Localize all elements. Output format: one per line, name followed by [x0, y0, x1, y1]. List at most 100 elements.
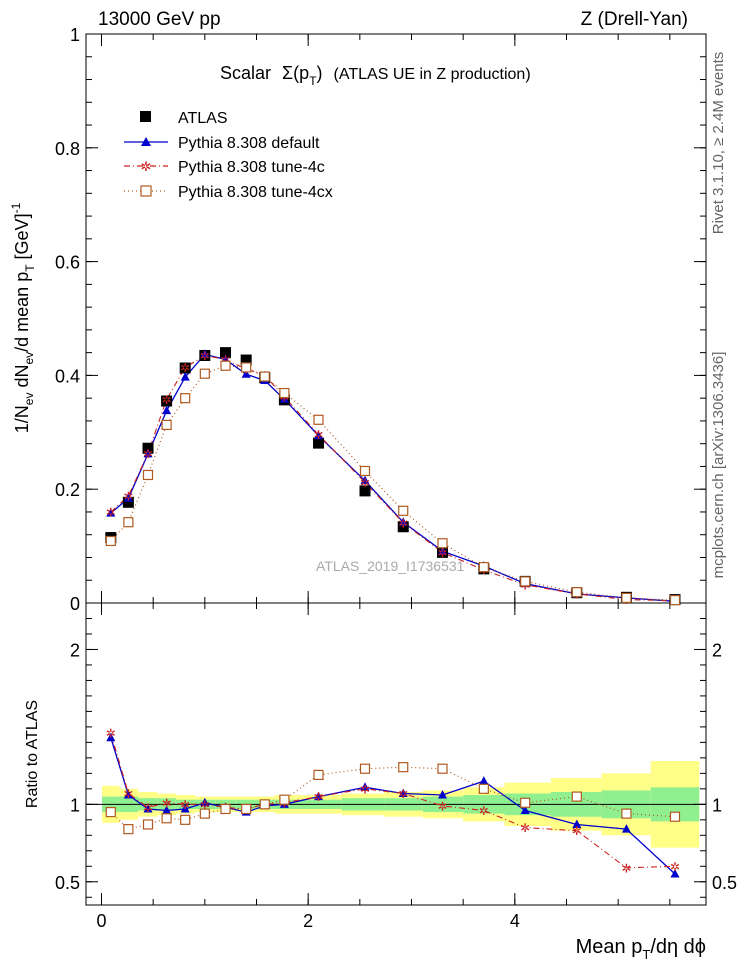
data-point-default	[398, 517, 408, 526]
watermark: ATLAS_2019_I1736531	[316, 558, 465, 574]
data-point-default	[279, 394, 289, 403]
data-point-4cx	[571, 791, 582, 802]
y-title-a: 1/N	[12, 405, 32, 433]
data-point-4cx	[279, 794, 290, 805]
data-point-atlas	[179, 362, 191, 374]
data-point-default	[572, 819, 582, 828]
data-point-default	[438, 790, 447, 799]
y-title-h: -1	[9, 202, 23, 213]
data-point-default	[438, 546, 447, 555]
data-point-atlas	[161, 395, 173, 407]
data-point-4cx	[478, 783, 489, 794]
data-point-default	[143, 448, 153, 458]
legend-label-default: Pythia 8.308 default	[178, 135, 320, 152]
data-point-default	[162, 805, 172, 815]
data-point-atlas	[313, 437, 324, 449]
data-point-default	[106, 508, 116, 517]
legend-marker-default	[141, 137, 151, 146]
data-point-4cx	[313, 769, 324, 781]
y-tick-label-top: 0.2	[55, 480, 80, 500]
data-point-4cx	[105, 535, 116, 547]
data-point-4c: ✲	[162, 393, 172, 407]
plot-title-word: Scalar	[220, 63, 271, 83]
data-point-default	[314, 791, 323, 801]
plot-title: Scalar Σ(pT) (ATLAS UE in Z production)	[220, 63, 531, 88]
data-point-4cx	[161, 419, 172, 431]
legend-marker-4cx	[140, 185, 152, 197]
data-point-4c: ✲	[520, 821, 530, 835]
x-tick-label: 4	[510, 911, 520, 931]
data-point-4cx	[123, 517, 134, 528]
legend-marker-atlas	[140, 111, 151, 122]
data-point-atlas	[220, 347, 231, 359]
data-point-atlas	[359, 485, 371, 497]
y-tick-label-bottom: 1	[70, 795, 80, 815]
data-point-4c: ✲	[479, 804, 489, 818]
x-title-c: /dη dϕ	[650, 936, 706, 958]
data-point-4c: ✲	[220, 353, 230, 367]
data-point-4cx	[259, 371, 270, 382]
plot-title-sub: T	[309, 74, 317, 88]
data-point-default	[360, 475, 370, 485]
data-point-4cx	[180, 814, 191, 825]
x-tick-label: 0	[96, 911, 106, 931]
data-point-4cx	[398, 505, 409, 516]
y-tick-label-bottom-right: 1	[712, 795, 722, 815]
data-point-default	[314, 430, 323, 440]
legend-label-atlas: ATLAS	[178, 110, 228, 127]
data-point-default	[241, 369, 251, 378]
data-point-4c: ✲	[313, 428, 323, 442]
data-point-4c: ✲	[123, 787, 133, 801]
data-point-4c: ✲	[200, 798, 210, 812]
y-title-f: T	[23, 264, 37, 272]
y-tick-label-top: 0.8	[55, 139, 80, 159]
data-point-4cx	[142, 819, 154, 830]
data-point-4cx	[520, 576, 531, 587]
data-point-4c: ✲	[572, 824, 582, 838]
data-point-atlas	[397, 521, 409, 533]
data-point-4cx	[259, 799, 270, 810]
data-point-4c: ✲	[162, 796, 172, 810]
y-title-bottom: Ratio to ATLAS	[24, 700, 41, 808]
y-tick-label-top: 0.6	[55, 253, 80, 273]
data-point-default	[123, 493, 133, 502]
axis-ticks: 0 0.2 0.4 0.6 0.8 1 0.5 0.5 1 1 2 2 0 2 4	[55, 25, 737, 931]
data-point-4c: ✲	[398, 516, 408, 530]
data-point-4cx	[669, 811, 681, 822]
header-right: Z (Drell-Yan)	[581, 9, 688, 30]
data-point-4cx	[437, 538, 448, 549]
data-point-default	[106, 732, 116, 742]
data-point-default	[479, 776, 489, 785]
data-point-4cx	[398, 762, 409, 773]
bottom-plot-frame	[85, 602, 707, 906]
x-tick-label: 2	[303, 911, 313, 931]
data-point-4cx	[279, 387, 290, 399]
legend-label-4c: Pythia 8.308 tune-4c	[178, 159, 325, 176]
data-point-4cx	[621, 808, 632, 819]
data-point-4cx	[478, 562, 489, 573]
data-point-4cx	[571, 587, 582, 598]
ratio-series: ✲✲✲✲✲✲✲✲✲✲✲✲✲✲✲✲✲✲✲	[105, 727, 681, 878]
y-tick-label-bottom-right: 0.5	[712, 873, 737, 893]
data-point-4c: ✲	[670, 860, 680, 874]
data-point-4c: ✲	[180, 798, 190, 812]
data-point-4cx	[241, 803, 252, 815]
data-point-4cx	[105, 806, 116, 818]
legend-label-4cx: Pythia 8.308 tune-4cx	[178, 184, 333, 201]
y-title-b: ev	[22, 393, 36, 406]
data-point-default	[200, 349, 210, 358]
data-point-4c: ✲	[437, 799, 447, 813]
data-point-4cx	[123, 824, 134, 835]
y-tick-label-bottom-right: 2	[712, 640, 722, 660]
data-point-4c: ✲	[398, 787, 408, 801]
data-point-atlas	[142, 442, 154, 454]
y-tick-label-top: 0.4	[55, 366, 80, 386]
data-point-4c: ✲	[106, 505, 116, 519]
data-point-4cx	[437, 763, 448, 774]
data-point-4cx	[359, 763, 371, 774]
data-point-4c: ✲	[200, 349, 210, 363]
data-point-4cx	[199, 808, 210, 819]
plot-title-sym: Σ(p	[282, 63, 309, 83]
data-point-default	[143, 803, 153, 813]
data-point-default	[162, 405, 172, 415]
